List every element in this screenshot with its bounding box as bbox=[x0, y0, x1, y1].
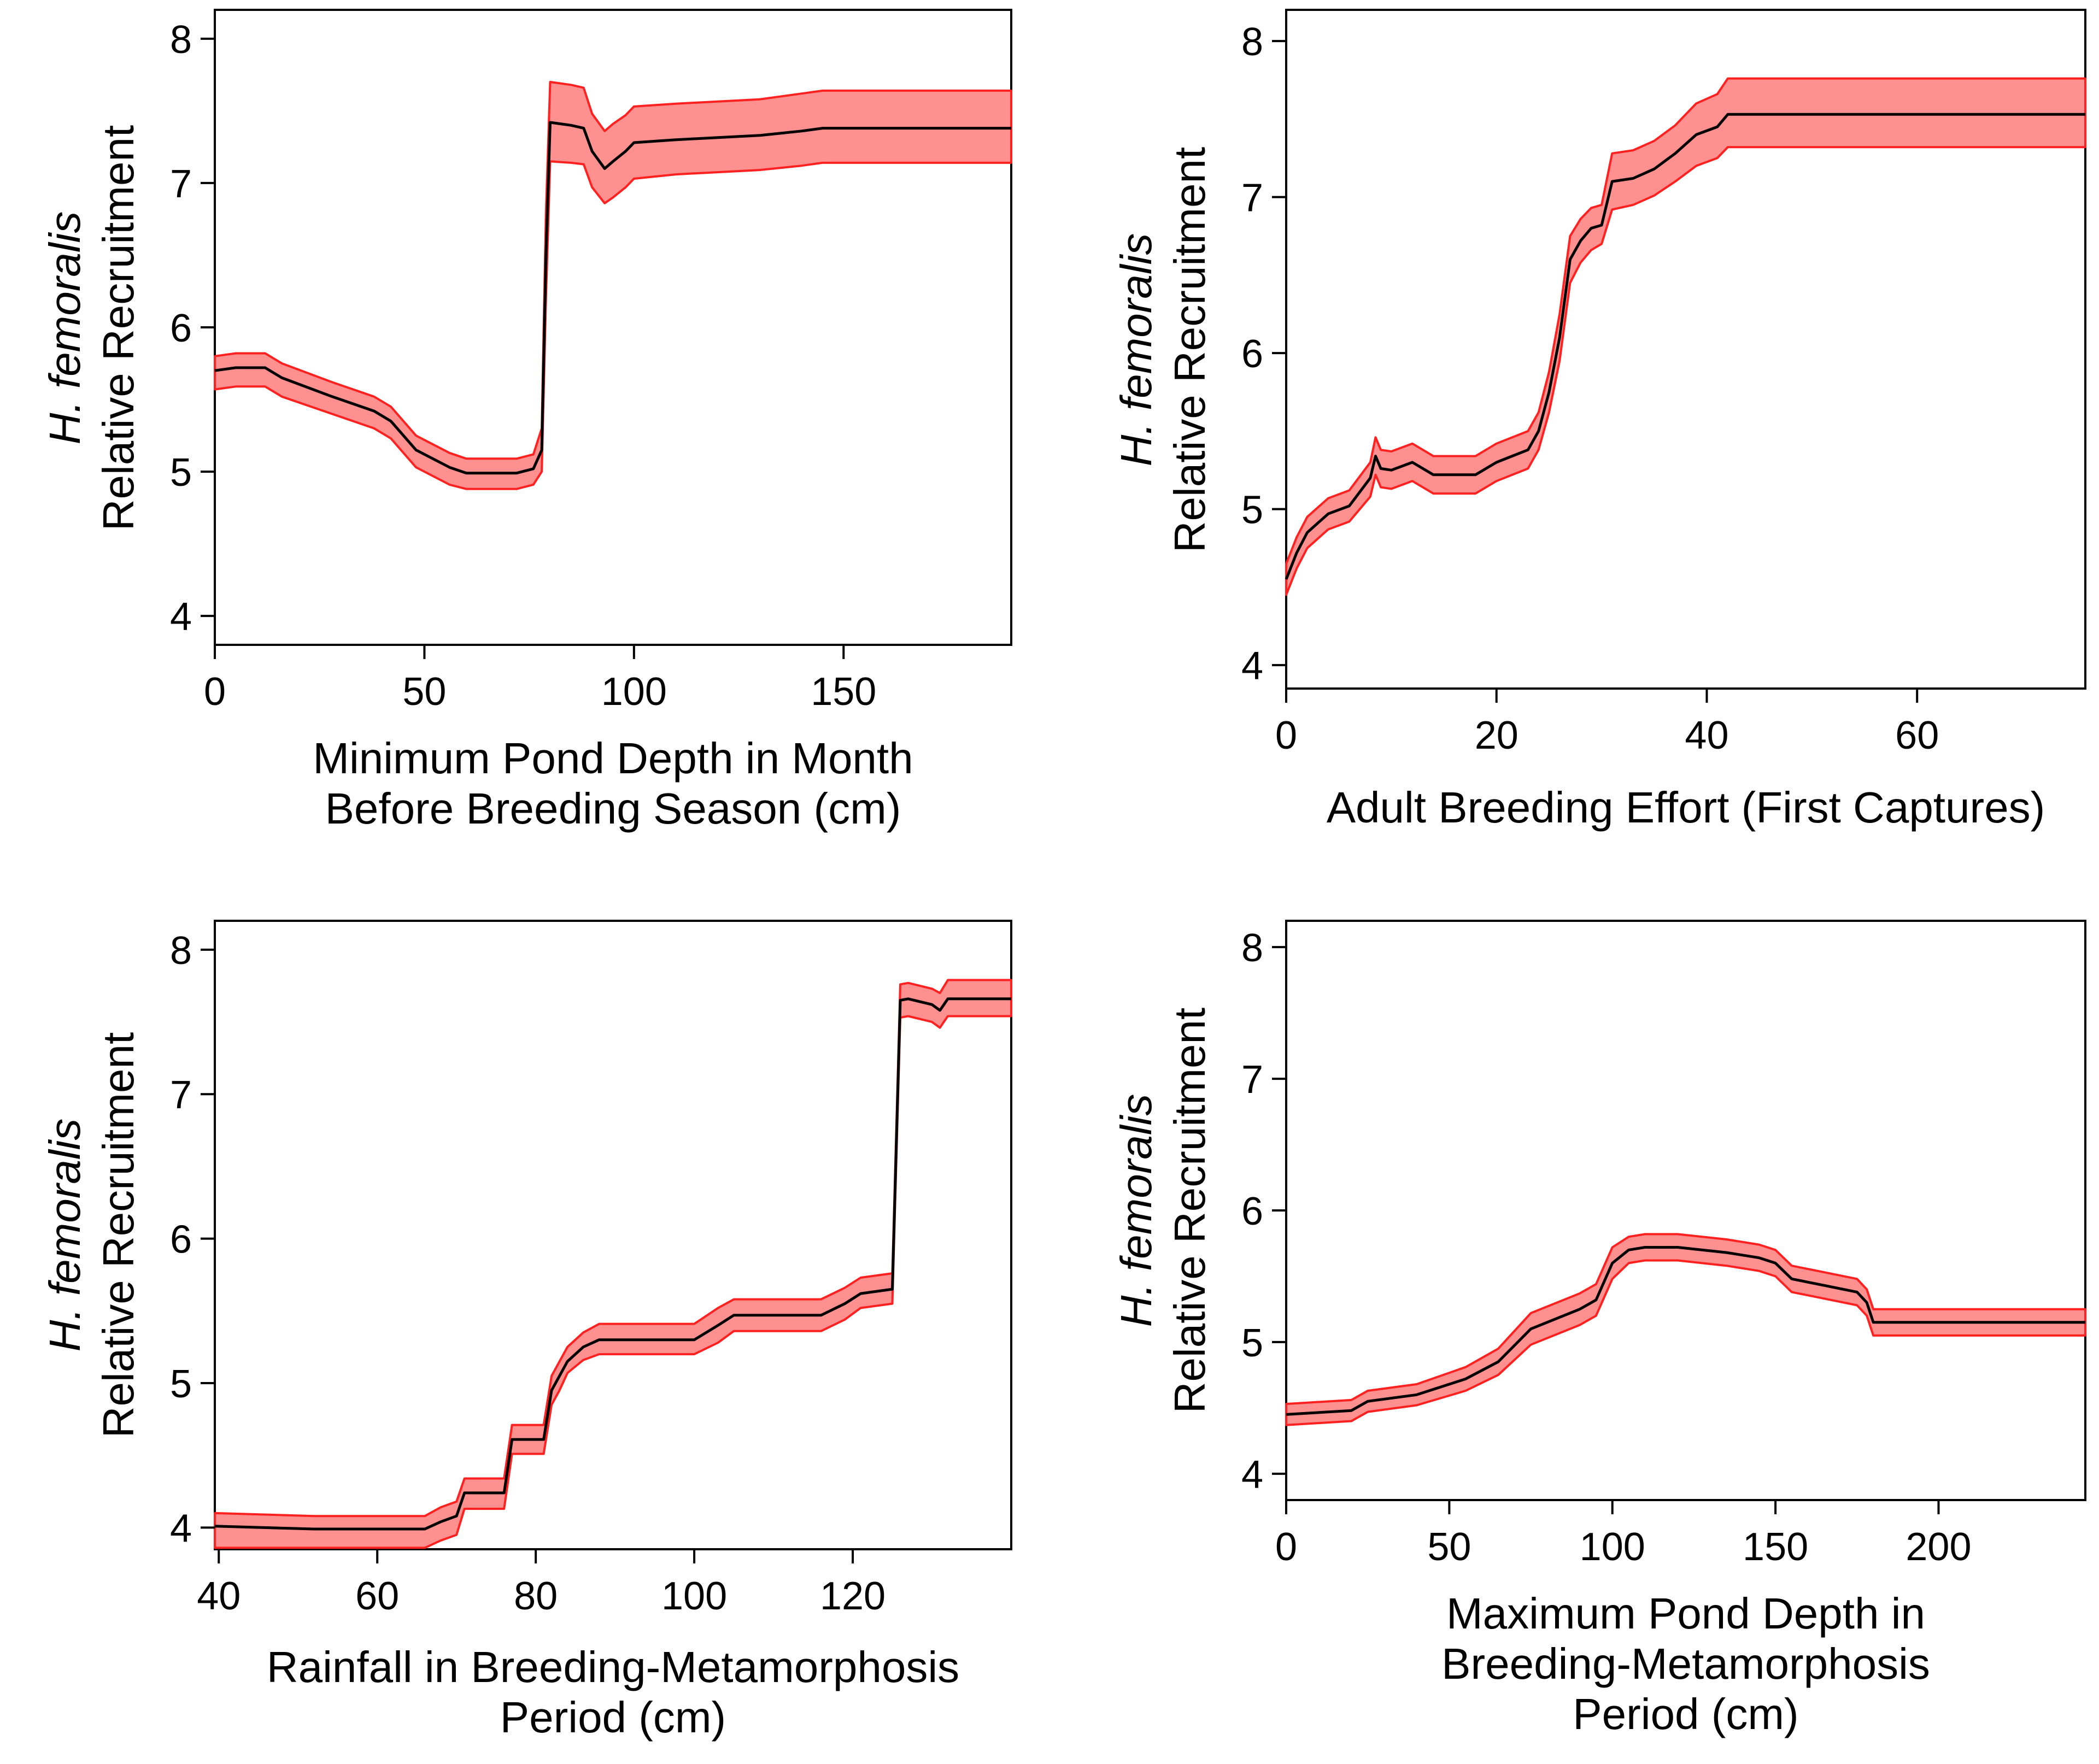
series-line-1 bbox=[1286, 1246, 2085, 1416]
chart-panel-3: 4 5 6 7 8 40 60 80 100 120 H. femoralis Relative Re… bbox=[40, 920, 1012, 1742]
x-tick-label: 80 bbox=[514, 1574, 558, 1618]
y-axis-label-measure: Relative Recruitment bbox=[94, 125, 143, 531]
x-tick-label: 60 bbox=[1895, 714, 1939, 757]
x-tick-label: 200 bbox=[1905, 1525, 1971, 1569]
x-tick-label: 150 bbox=[1743, 1525, 1808, 1569]
y-tick-label: 6 bbox=[170, 1218, 192, 1262]
y-tick-label: 7 bbox=[170, 162, 192, 206]
confidence-band bbox=[214, 979, 1012, 1549]
x-tick-label: 60 bbox=[355, 1574, 399, 1618]
y-axis-label-measure: Relative Recruitment bbox=[1165, 147, 1214, 553]
series-line-1 bbox=[214, 997, 1011, 1531]
y-axis-label-species: H. femoralis bbox=[40, 211, 89, 445]
y-tick-label: 5 bbox=[170, 451, 192, 495]
x-tick-label: 100 bbox=[1580, 1525, 1645, 1569]
y-tick-label: 6 bbox=[1241, 332, 1263, 376]
x-tick-label: 0 bbox=[1275, 714, 1297, 757]
y-tick-label: 4 bbox=[1241, 1453, 1263, 1497]
y-axis-label: H. femoralis Relative Recruitment bbox=[1112, 147, 1214, 553]
x-tick-label: 50 bbox=[402, 670, 446, 714]
y-axis-label: H. femoralis Relative Recruitment bbox=[40, 125, 143, 531]
y-tick-label: 5 bbox=[1241, 489, 1263, 532]
x-axis-label-line-1: Adult Breeding Effort (First Captures) bbox=[1327, 783, 2045, 832]
chart-panel-2: 4 5 6 7 8 0 20 40 60 H. femoralis Relative Recruit… bbox=[1112, 9, 2086, 832]
y-axis-label: H. femoralis Relative Recruitment bbox=[1112, 1008, 1214, 1414]
y-tick-label: 4 bbox=[1241, 644, 1263, 688]
y-tick-label: 8 bbox=[1241, 926, 1263, 970]
y-tick-label: 8 bbox=[170, 18, 192, 62]
x-tick-label: 40 bbox=[1685, 714, 1728, 757]
y-axis-label-measure: Relative Recruitment bbox=[94, 1032, 143, 1438]
y-axis-label-measure: Relative Recruitment bbox=[1165, 1008, 1214, 1414]
chart-panel-4: 4 5 6 7 8 0 50 100 150 200 H. femoralis Relative Re… bbox=[1112, 920, 2086, 1738]
y-tick-label: 8 bbox=[1241, 20, 1263, 64]
y-tick-label: 6 bbox=[1241, 1190, 1263, 1233]
confidence-band bbox=[1285, 1233, 2086, 1426]
x-tick-label: 0 bbox=[1275, 1525, 1297, 1569]
chart-panel-1: 4 5 6 7 8 0 50 100 150 H. femoralis Relative Recru… bbox=[40, 9, 1012, 833]
y-tick-label: 6 bbox=[170, 307, 192, 350]
plot-frame bbox=[1285, 9, 2086, 690]
series-line-1 bbox=[1285, 113, 2085, 580]
x-axis-label-line-2: Breeding-Metamorphosis bbox=[1441, 1639, 1930, 1688]
x-axis-label-line-2: Before Breeding Season (cm) bbox=[325, 784, 901, 833]
y-axis-label: H. femoralis Relative Recruitment bbox=[40, 1032, 143, 1438]
y-tick-label: 4 bbox=[170, 1507, 192, 1550]
x-tick-label: 50 bbox=[1427, 1525, 1471, 1569]
y-tick-label: 5 bbox=[170, 1362, 192, 1406]
y-tick-label: 7 bbox=[170, 1073, 192, 1117]
y-tick-label: 4 bbox=[170, 595, 192, 639]
y-axis-label-species: H. femoralis bbox=[1112, 1094, 1160, 1327]
x-tick-label: 20 bbox=[1475, 714, 1518, 757]
x-axis-label-line-1: Rainfall in Breeding-Metamorphosis bbox=[267, 1643, 959, 1691]
confidence-band bbox=[1285, 77, 2086, 596]
x-tick-label: 40 bbox=[197, 1574, 241, 1618]
y-axis-label-species: H. femoralis bbox=[1112, 233, 1160, 467]
x-axis-label-line-1: Minimum Pond Depth in Month bbox=[313, 734, 913, 783]
series-line-1 bbox=[214, 121, 1011, 475]
plot-frame bbox=[1285, 920, 2086, 1501]
x-axis-label-line-3: Period (cm) bbox=[1573, 1690, 1798, 1738]
y-tick-label: 7 bbox=[1241, 1058, 1263, 1102]
y-axis-label-species: H. femoralis bbox=[40, 1119, 89, 1352]
x-tick-label: 100 bbox=[601, 670, 667, 714]
y-tick-label: 8 bbox=[170, 929, 192, 973]
x-axis-label-line-1: Maximum Pond Depth in bbox=[1446, 1589, 1925, 1638]
plot-frame bbox=[214, 920, 1012, 1550]
x-axis-label-line-2: Period (cm) bbox=[500, 1693, 726, 1742]
y-tick-label: 7 bbox=[1241, 177, 1263, 220]
y-tick-label: 5 bbox=[1241, 1321, 1263, 1365]
x-tick-label: 120 bbox=[820, 1574, 886, 1618]
x-tick-label: 150 bbox=[811, 670, 876, 714]
confidence-band bbox=[214, 81, 1012, 490]
x-tick-label: 0 bbox=[204, 670, 226, 714]
x-tick-label: 100 bbox=[661, 1574, 727, 1618]
